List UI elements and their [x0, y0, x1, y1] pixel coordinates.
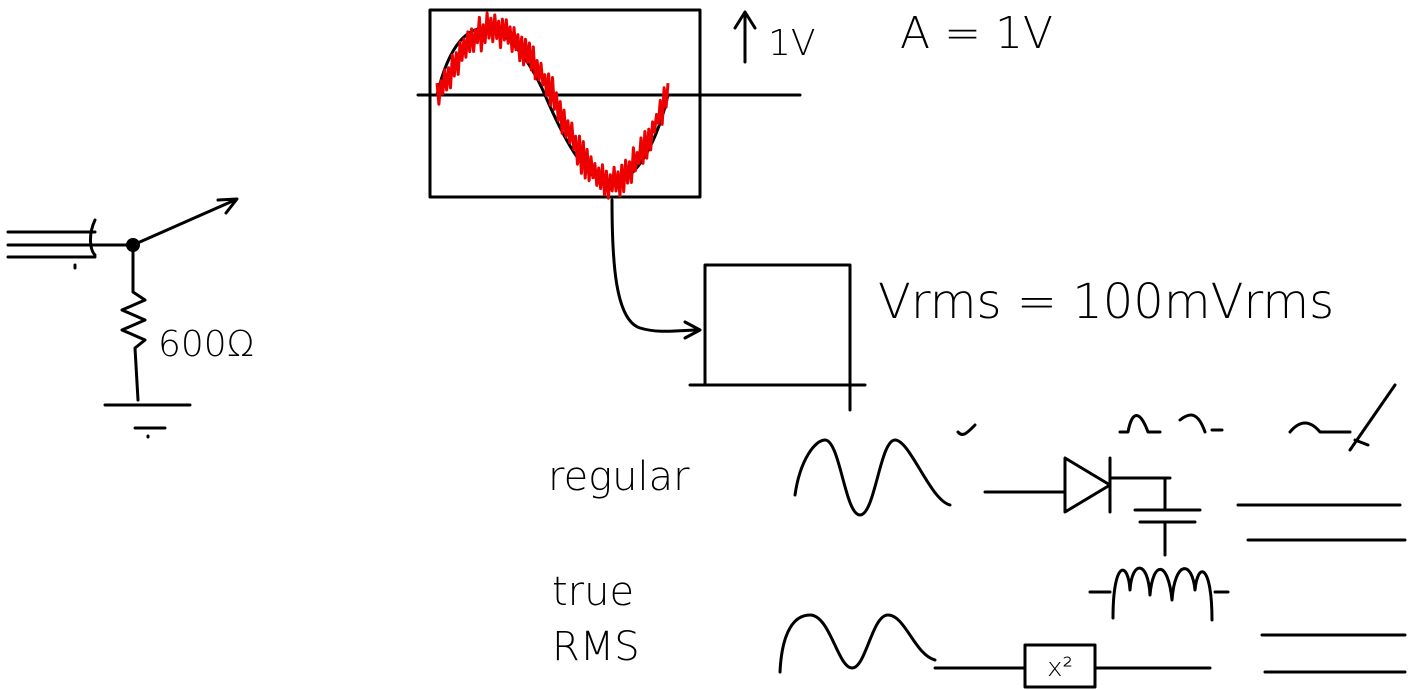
scope-screen — [428, 8, 702, 199]
amplitude-arrow — [733, 10, 757, 64]
row-label: RMS — [552, 624, 640, 670]
resistor — [120, 243, 147, 402]
square-block — [1023, 643, 1097, 689]
signal-arrow — [610, 198, 702, 340]
row-label: true — [552, 569, 634, 615]
input-lines — [6, 218, 97, 270]
regular-input-wave — [793, 423, 977, 517]
meter-box — [688, 263, 867, 412]
rms-input-wave — [778, 613, 937, 674]
rectifier — [983, 456, 1202, 557]
rectified-wave — [1118, 383, 1397, 452]
amplitude-arrow-label: 1V — [768, 23, 816, 64]
squared-wave — [1088, 566, 1230, 622]
amplitude-label: A = 1V — [900, 8, 1053, 59]
square-block-label: x² — [1047, 653, 1073, 683]
regular-output — [1236, 503, 1407, 542]
rms-output — [1260, 633, 1407, 674]
clean-sine — [435, 26, 670, 185]
ground — [103, 403, 192, 439]
meter-reading: Vrms = 100mVrms — [878, 274, 1334, 330]
switch — [93, 197, 239, 247]
noisy-sine — [435, 11, 670, 200]
resistor-label: 600Ω — [158, 324, 254, 365]
row-label: regular — [548, 454, 690, 500]
